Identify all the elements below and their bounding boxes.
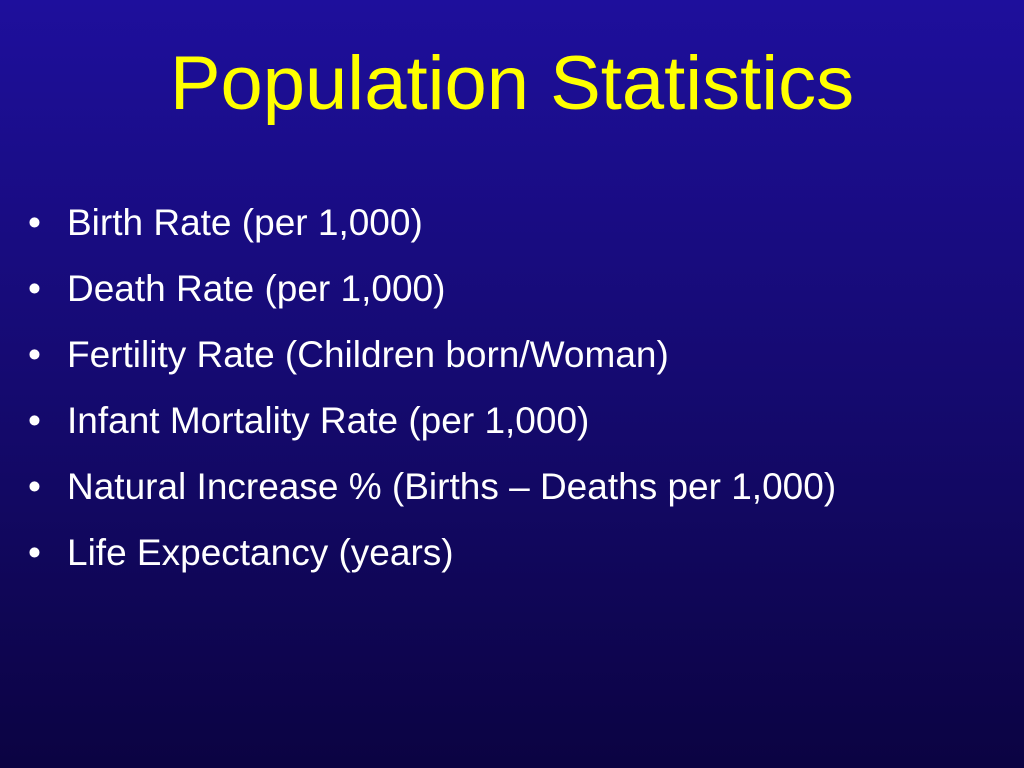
- bullet-item: • Fertility Rate (Children born/Woman): [28, 322, 836, 388]
- bullet-item: • Birth Rate (per 1,000): [28, 190, 836, 256]
- bullet-item: • Death Rate (per 1,000): [28, 256, 836, 322]
- bullet-icon: •: [28, 466, 41, 507]
- bullet-icon: •: [28, 268, 41, 309]
- bullet-icon: •: [28, 532, 41, 573]
- bullet-text: Death Rate (per 1,000): [67, 268, 446, 309]
- slide-title: Population Statistics: [169, 41, 855, 126]
- bullet-text: Fertility Rate (Children born/Woman): [67, 334, 669, 375]
- bullet-item: • Natural Increase % (Births – Deaths pe…: [28, 454, 836, 520]
- bullet-icon: •: [28, 400, 41, 441]
- bullet-item: • Infant Mortality Rate (per 1,000): [28, 388, 836, 454]
- bullet-text: Life Expectancy (years): [67, 532, 454, 573]
- bullet-text: Birth Rate (per 1,000): [67, 202, 423, 243]
- bullet-text: Infant Mortality Rate (per 1,000): [67, 400, 590, 441]
- bullet-icon: •: [28, 334, 41, 375]
- bullet-list: • Birth Rate (per 1,000) • Death Rate (p…: [28, 190, 836, 586]
- bullet-item: • Life Expectancy (years): [28, 520, 836, 586]
- bullet-icon: •: [28, 202, 41, 243]
- bullet-text: Natural Increase % (Births – Deaths per …: [67, 466, 837, 507]
